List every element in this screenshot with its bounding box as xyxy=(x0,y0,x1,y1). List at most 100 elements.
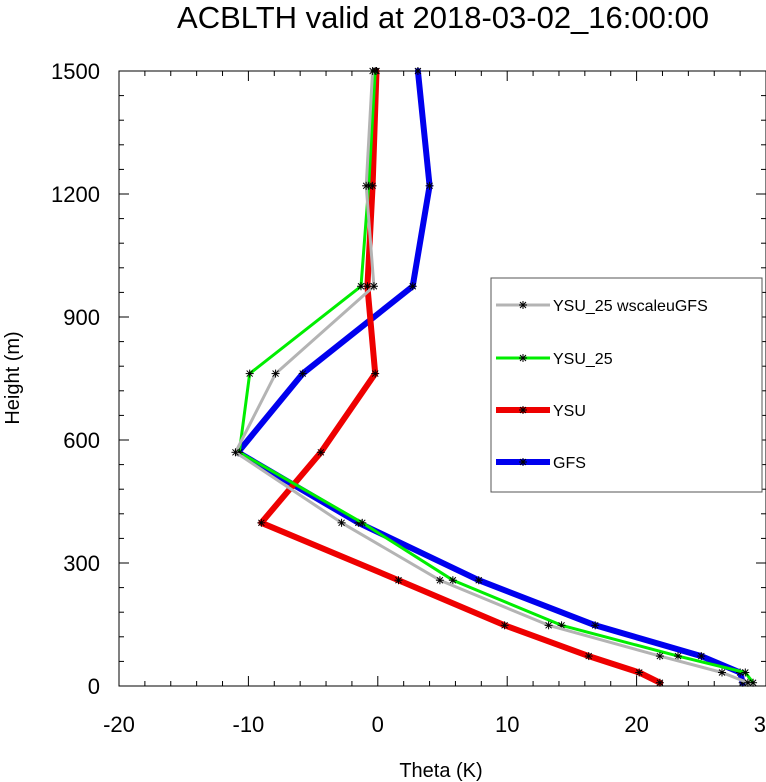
data-point xyxy=(635,668,644,677)
data-point xyxy=(697,652,706,661)
x-tick-label: 30 xyxy=(754,712,766,737)
data-point xyxy=(655,652,664,661)
y-tick-label: 1200 xyxy=(51,182,100,207)
marker-stroke xyxy=(364,282,371,290)
marker-stroke xyxy=(635,669,643,676)
legend: YSU_25 wscaleuGFS YSU_25 YSU GFS xyxy=(490,277,763,493)
y-tick-label: 1500 xyxy=(51,59,100,84)
marker-stroke xyxy=(370,282,378,290)
x-tick-label: -20 xyxy=(103,712,135,737)
marker-stroke xyxy=(246,370,254,377)
marker-stroke xyxy=(674,652,682,660)
x-axis-label: Theta (K) xyxy=(399,760,482,782)
data-point xyxy=(257,518,266,527)
data-point xyxy=(408,282,417,291)
data-point xyxy=(358,518,367,527)
marker-stroke xyxy=(545,621,552,629)
legend-item-ysu-25-wscaleugfs: YSU_25 wscaleuGFS xyxy=(496,298,708,315)
marker-stroke xyxy=(358,519,366,527)
marker-stroke xyxy=(519,354,527,362)
x-tick-label: 20 xyxy=(624,712,648,737)
marker-stroke xyxy=(362,182,370,190)
data-point xyxy=(500,621,509,630)
data-point xyxy=(413,67,422,75)
series-layer xyxy=(231,67,758,687)
data-point xyxy=(245,369,254,378)
data-point xyxy=(271,369,280,378)
marker-stroke xyxy=(585,652,593,660)
y-tick-label: 300 xyxy=(63,551,100,576)
legend-marker xyxy=(519,406,527,414)
legend-label: YSU_25 wscaleuGFS xyxy=(553,298,708,315)
data-point xyxy=(425,181,434,190)
plot-frame xyxy=(118,70,766,687)
data-point xyxy=(394,576,403,585)
legend-marker xyxy=(519,458,527,466)
legend-marker xyxy=(519,301,527,309)
data-point xyxy=(369,282,378,291)
marker-stroke xyxy=(371,370,379,377)
marker-stroke xyxy=(338,519,345,527)
legend-item-gfs: GFS xyxy=(496,455,586,472)
data-point xyxy=(337,518,346,527)
marker-stroke xyxy=(232,448,239,456)
data-point xyxy=(356,282,365,291)
y-axis: 0 300 600 900 1200 1500 xyxy=(51,59,766,699)
marker-stroke xyxy=(656,679,664,687)
marker-stroke xyxy=(299,370,307,377)
marker-stroke xyxy=(426,182,433,190)
marker-stroke xyxy=(519,458,527,466)
marker-stroke xyxy=(749,679,757,687)
x-tick-label: -10 xyxy=(233,712,265,737)
marker-stroke xyxy=(744,679,752,687)
marker-stroke xyxy=(414,67,422,75)
data-point xyxy=(591,621,600,630)
legend-item-ysu: YSU xyxy=(496,403,586,420)
marker-stroke xyxy=(697,652,705,660)
x-tick-label: 10 xyxy=(495,712,519,737)
legend-marker xyxy=(519,354,527,362)
marker-stroke xyxy=(656,652,664,660)
x-tick-label: 0 xyxy=(372,712,384,737)
marker-stroke xyxy=(409,282,417,290)
marker-stroke xyxy=(436,576,444,584)
legend-box xyxy=(490,277,763,493)
marker-stroke xyxy=(475,576,483,584)
data-point xyxy=(448,576,457,585)
marker-stroke xyxy=(519,301,527,309)
y-tick-label: 600 xyxy=(63,428,100,453)
data-point xyxy=(674,652,683,661)
data-point xyxy=(474,576,483,585)
y-axis-label: Height (m) xyxy=(2,331,24,424)
y-tick-label: 900 xyxy=(63,305,100,330)
marker-stroke xyxy=(718,669,726,676)
marker-stroke xyxy=(369,67,376,75)
legend-item-ysu-25: YSU_25 xyxy=(496,351,613,368)
chart-title: ACBLTH valid at 2018-03-02_16:00:00 xyxy=(177,0,709,35)
data-point xyxy=(368,67,377,75)
data-point xyxy=(371,369,380,378)
data-point xyxy=(655,678,664,687)
data-point xyxy=(718,668,727,677)
marker-stroke xyxy=(519,406,527,414)
marker-stroke xyxy=(357,282,365,290)
data-point xyxy=(584,652,593,661)
marker-stroke xyxy=(395,576,402,584)
marker-stroke xyxy=(591,621,599,629)
marker-stroke xyxy=(272,370,279,377)
marker-stroke xyxy=(257,519,265,527)
legend-label: YSU_25 xyxy=(553,351,613,368)
data-point xyxy=(435,576,444,585)
data-point xyxy=(316,448,325,457)
marker-stroke xyxy=(317,448,325,456)
data-point xyxy=(743,678,752,687)
data-point xyxy=(741,668,750,677)
plot-area xyxy=(118,70,766,687)
data-point xyxy=(544,621,553,630)
legend-label: YSU xyxy=(553,403,586,420)
y-tick-label: 0 xyxy=(88,674,100,699)
series-ysu-25-wscaleugfs xyxy=(231,67,752,687)
marker-stroke xyxy=(501,621,508,629)
legend-label: GFS xyxy=(553,455,586,472)
